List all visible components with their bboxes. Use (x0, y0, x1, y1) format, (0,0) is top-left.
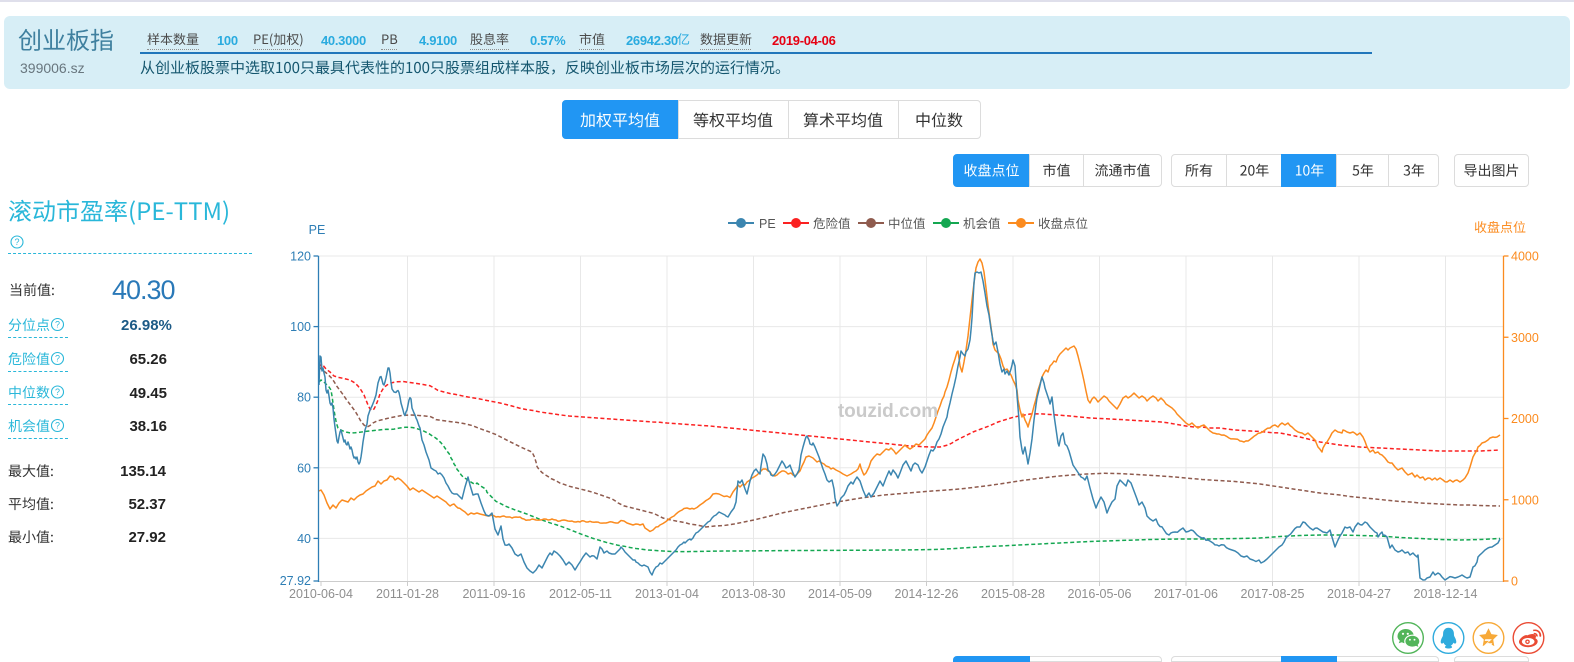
svg-text:2014-05-09: 2014-05-09 (808, 587, 872, 601)
svg-text:100: 100 (290, 320, 311, 334)
svg-text:2013-01-04: 2013-01-04 (635, 587, 699, 601)
svg-text:2011-09-16: 2011-09-16 (462, 587, 525, 601)
svg-text:2017-01-06: 2017-01-06 (1154, 587, 1218, 601)
svg-text:2012-05-11: 2012-05-11 (549, 587, 612, 601)
svg-text:3000: 3000 (1511, 331, 1539, 345)
svg-text:1000: 1000 (1511, 493, 1539, 507)
svg-text:80: 80 (297, 391, 311, 405)
svg-text:2014-12-26: 2014-12-26 (895, 587, 959, 601)
svg-text:2018-04-27: 2018-04-27 (1327, 587, 1391, 601)
svg-text:?: ? (55, 387, 60, 397)
svg-text:touzid.com: touzid.com (838, 401, 938, 422)
svg-text:?: ? (55, 354, 60, 364)
svg-text:PE: PE (309, 223, 326, 237)
svg-text:4000: 4000 (1511, 250, 1539, 264)
svg-text:60: 60 (297, 461, 311, 475)
svg-text:?: ? (55, 421, 60, 431)
svg-text:2000: 2000 (1511, 412, 1539, 426)
svg-text:PE: PE (759, 217, 776, 231)
svg-text:40: 40 (297, 532, 311, 546)
svg-text:2017-08-25: 2017-08-25 (1241, 587, 1305, 601)
svg-text:2011-01-28: 2011-01-28 (376, 587, 439, 601)
svg-text:?: ? (14, 237, 19, 247)
svg-text:27.92: 27.92 (280, 574, 311, 588)
svg-text:120: 120 (290, 250, 311, 264)
svg-text:2013-08-30: 2013-08-30 (722, 587, 786, 601)
svg-text:0: 0 (1511, 575, 1518, 589)
svg-text:2018-12-14: 2018-12-14 (1414, 587, 1478, 601)
svg-text:2010-06-04: 2010-06-04 (289, 587, 353, 601)
svg-text:?: ? (55, 320, 60, 330)
svg-text:2015-08-28: 2015-08-28 (981, 587, 1045, 601)
svg-text:2016-05-06: 2016-05-06 (1068, 587, 1132, 601)
